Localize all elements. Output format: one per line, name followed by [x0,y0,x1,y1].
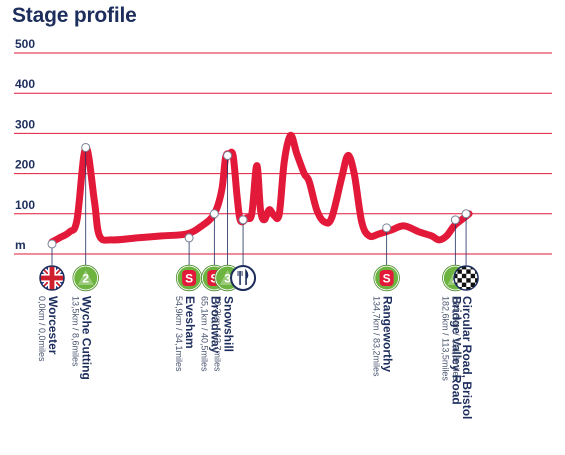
y-tick-label: 400 [15,77,35,91]
location-distance: 182,6km / 113,5miles [440,296,450,381]
location-badge-sprint[interactable]: S [175,264,203,292]
location-distance: 54,9km / 34,1miles [174,296,184,372]
location-name: Circular Road, Bristol [460,296,474,419]
location-badge-feed[interactable] [230,265,257,291]
badge-category-text: 3 [224,272,231,286]
sprint-s-badge [379,270,394,286]
y-axis-unit: m [15,238,26,252]
y-tick-label: 200 [15,158,35,172]
badge-category-text: S [185,272,193,286]
location-distance: 134,7km / 83,2miles [372,296,382,377]
location-badge-start[interactable] [39,265,65,291]
mountain-icon [77,270,94,285]
location-distance: 184,6km / 114,8miles [451,296,461,381]
feed-zone-icon [230,265,257,291]
profile-marker [461,209,471,219]
sprint-s-badge [182,270,197,286]
profile-marker [209,209,219,219]
y-tick-label: 100 [15,198,35,212]
location-badge-finish[interactable] [453,265,479,291]
profile-marker [81,142,91,152]
location-distance: 0,0km / 0,0miles [37,296,47,362]
location-badges: 2SS3S2 [39,264,479,292]
location-name: Worcester [46,296,60,355]
location-name: Wyche Cutting [80,296,94,380]
elevation-line [48,131,473,246]
profile-marker [47,239,57,249]
location-name: Snowshill [222,296,236,352]
profile-marker [382,223,392,233]
location-badge-sprint[interactable]: S [373,264,400,292]
profile-marker [184,233,194,243]
location-name: Broadway [208,296,222,354]
location-distance: 13,5km / 8,6miles [71,296,81,367]
profile-markers [47,142,471,265]
y-tick-label: 300 [15,117,35,131]
location-distance: 70,3km / 43,7miles [213,296,223,372]
profile-marker [223,151,233,161]
climb-category-icon [73,265,99,291]
profile-marker [450,215,460,225]
union-flag-icon [40,266,64,290]
location-distance: 65,1km / 40,5miles [199,296,209,372]
profile-marker [238,215,248,225]
y-axis-ticks: 100 200 300 400 500 m [15,37,35,252]
location-name: Rangeworthy [381,296,395,372]
badge-category-text: 2 [82,272,89,286]
badge-category-text: S [383,272,391,286]
location-name: Evesham [183,296,197,349]
badge-category-text: S [210,272,218,286]
profile-series [48,131,473,246]
y-tick-label: 500 [15,37,35,51]
page-title: Stage profile [12,4,137,27]
location-name: Bridge Valley Road [449,296,463,405]
location-badge-climb[interactable]: 2 [72,264,99,292]
